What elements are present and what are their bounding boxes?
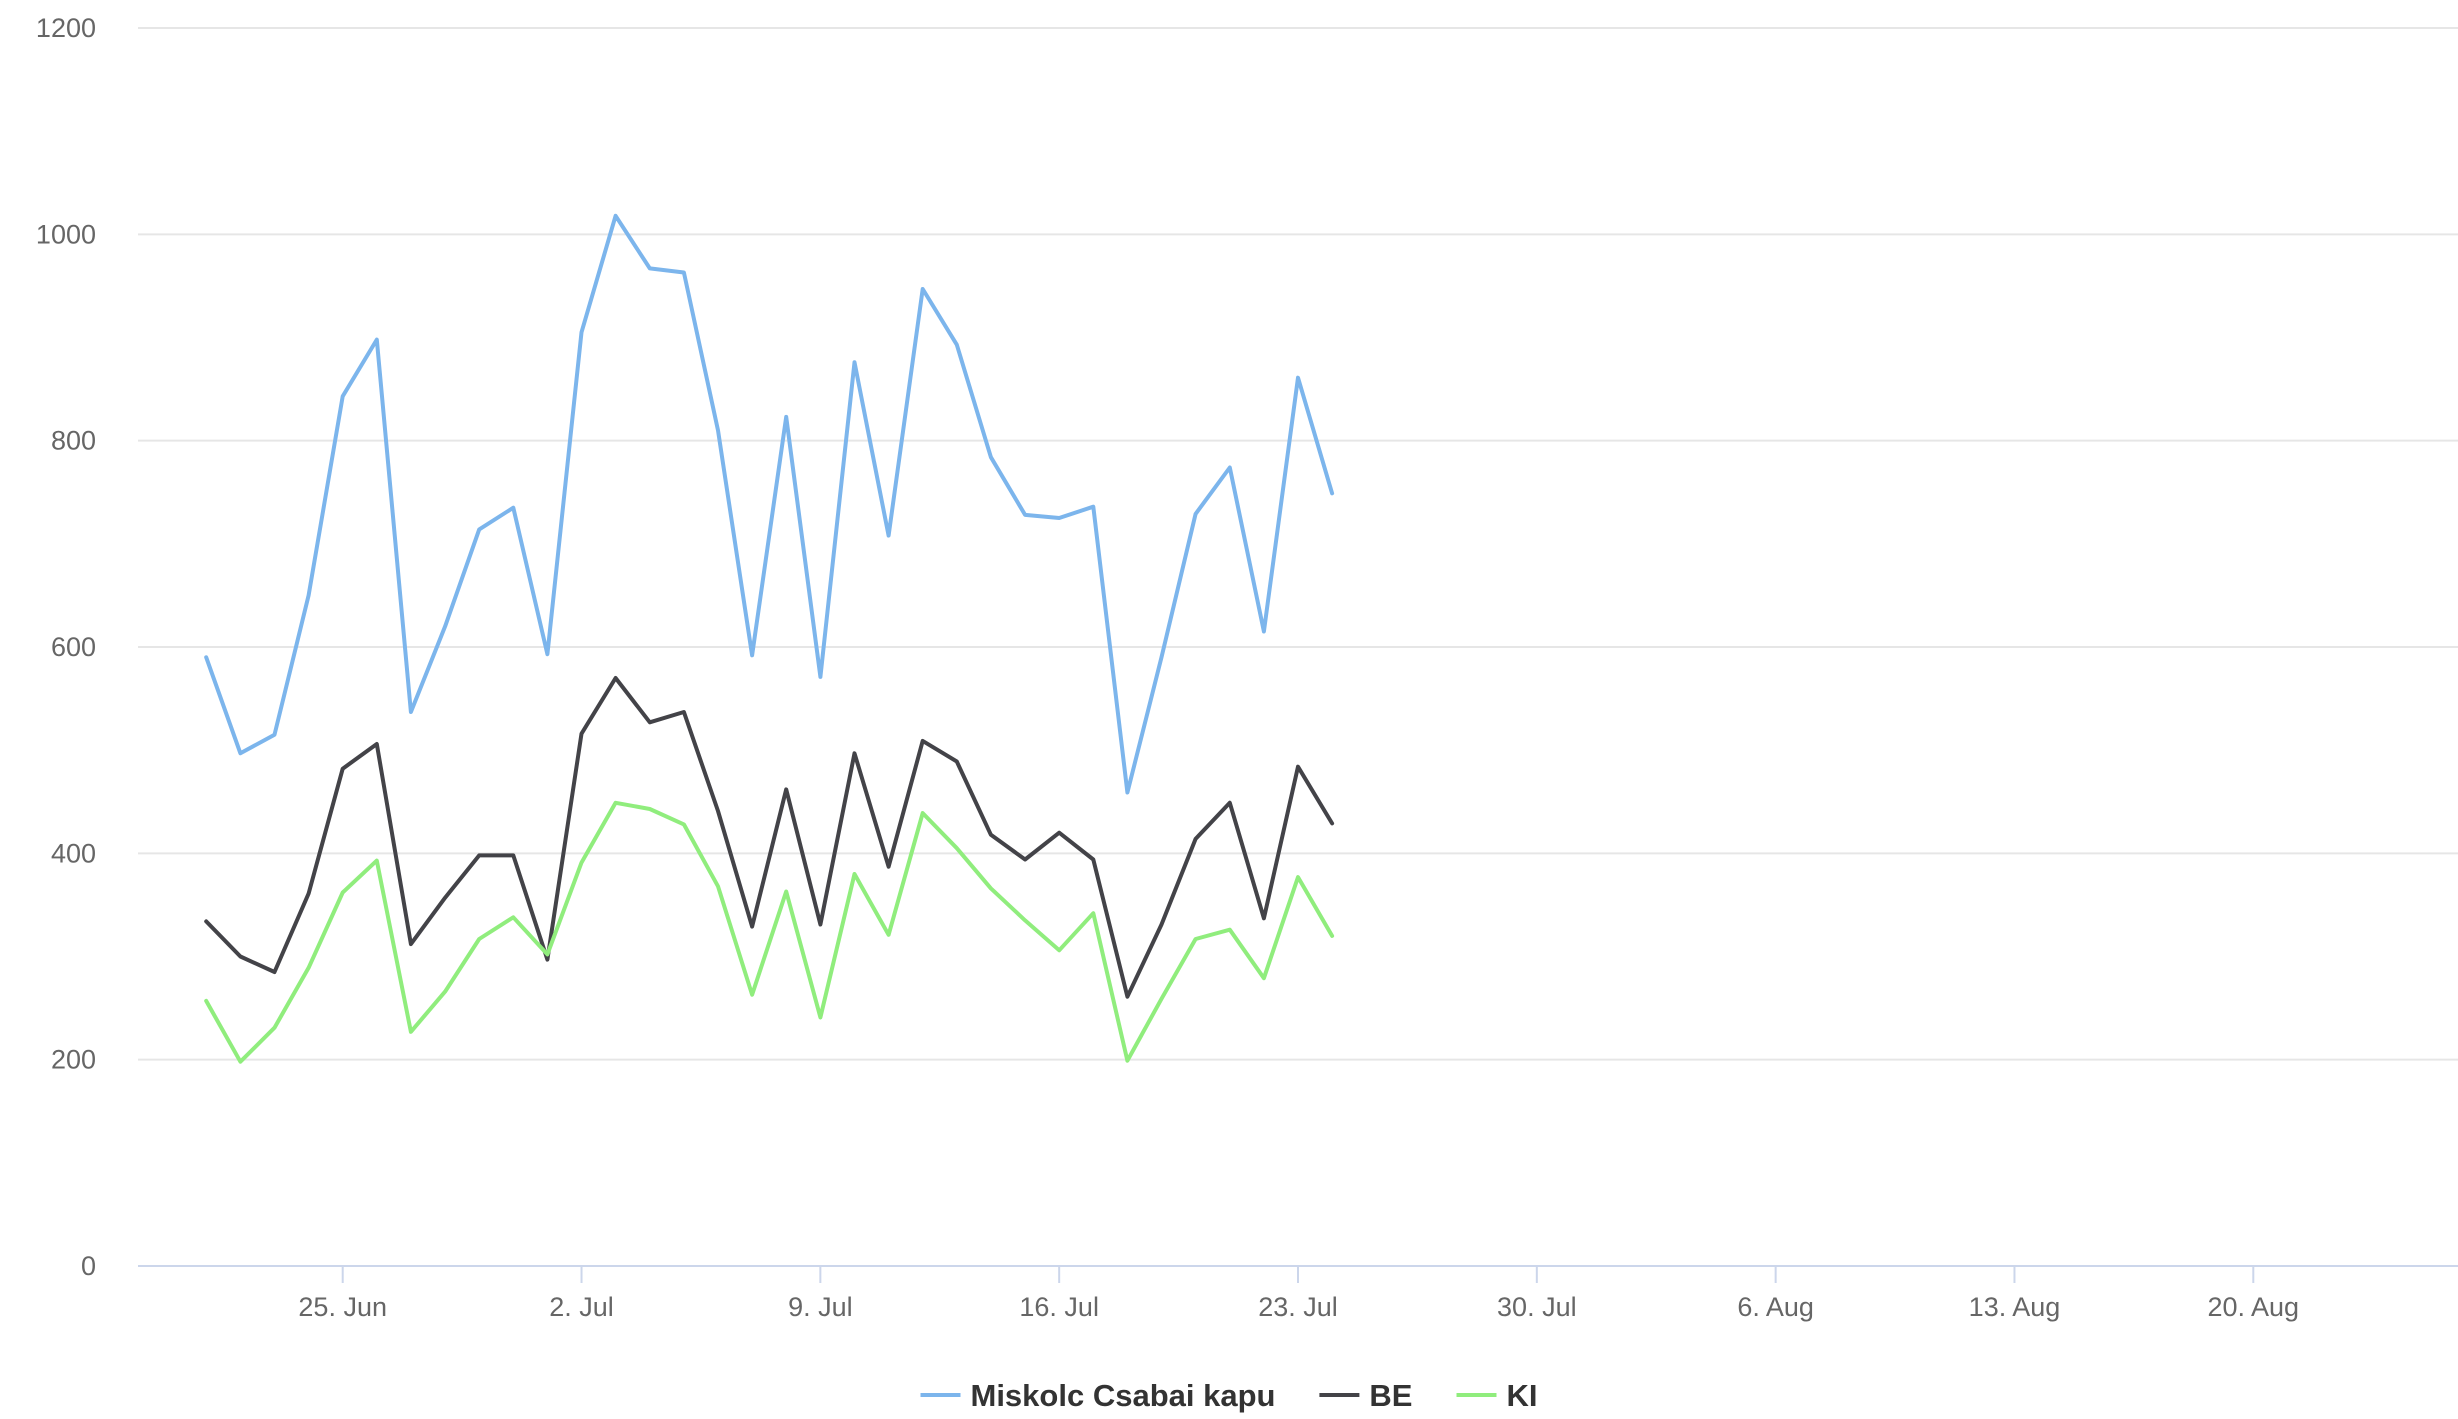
y-tick-label: 1200 [36, 13, 96, 43]
legend-label: KI [1507, 1378, 1538, 1413]
x-tick-label: 9. Jul [788, 1292, 853, 1322]
y-tick-label: 400 [51, 838, 96, 868]
x-axis: 25. Jun 2. Jul 9. Jul 16. Jul 23. Jul 30. Jul… [138, 1265, 2458, 1322]
grid-layer: 0 200 400 600 800 1000 1200 [36, 13, 2458, 1281]
y-tick-label: 1000 [36, 219, 96, 249]
legend-label: BE [1369, 1378, 1412, 1413]
x-tick-label: 16. Jul [1019, 1292, 1099, 1322]
series-line-1 [204, 676, 1335, 999]
legend-item-2[interactable]: KI [1456, 1378, 1538, 1413]
legend-item-1[interactable]: BE [1319, 1378, 1412, 1413]
legend-label: Miskolc Csabai kapu [971, 1378, 1276, 1413]
x-tick-label: 6. Aug [1737, 1292, 1814, 1322]
y-tick-label: 0 [81, 1251, 96, 1281]
series-layer [204, 213, 1335, 1064]
legend: Miskolc Csabai kapu BE KI [920, 1378, 1538, 1413]
x-tick-label: 13. Aug [1969, 1292, 2061, 1322]
series-line-2 [204, 800, 1335, 1064]
series-line-0 [204, 213, 1335, 795]
x-tick-label: 23. Jul [1258, 1292, 1338, 1322]
y-tick-label: 200 [51, 1045, 96, 1075]
y-tick-label: 800 [51, 426, 96, 456]
y-tick-label: 600 [51, 632, 96, 662]
x-tick-label: 2. Jul [549, 1292, 614, 1322]
x-tick-label: 30. Jul [1497, 1292, 1577, 1322]
x-tick-label: 20. Aug [2207, 1292, 2299, 1322]
x-tick-label: 25. Jun [298, 1292, 387, 1322]
legend-item-0[interactable]: Miskolc Csabai kapu [920, 1378, 1276, 1413]
